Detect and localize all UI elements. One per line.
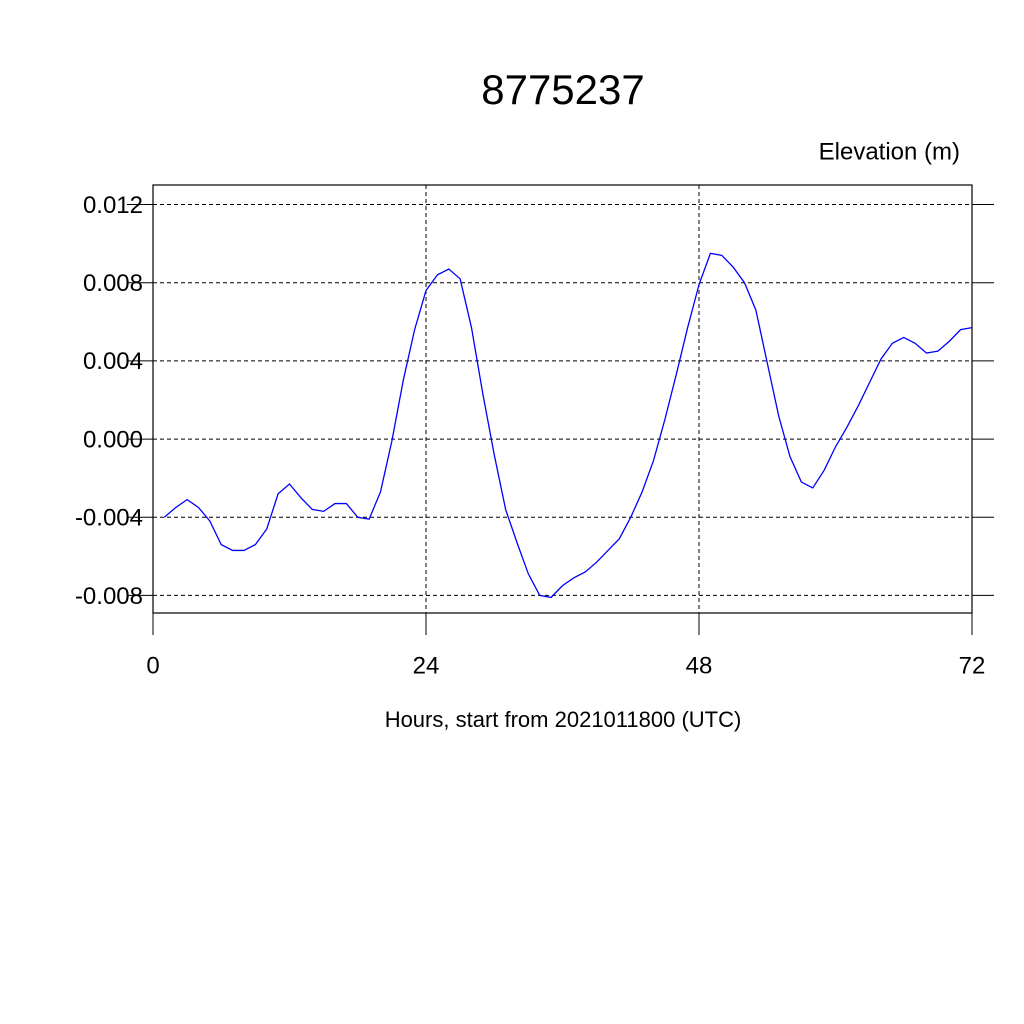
chart-subtitle: Elevation (m) bbox=[819, 138, 960, 165]
y-tick-label: 0.008 bbox=[83, 270, 143, 297]
x-tick-label: 24 bbox=[413, 652, 440, 679]
x-tick-label: 48 bbox=[686, 652, 713, 679]
y-tick-label: -0.008 bbox=[75, 583, 143, 610]
x-tick-label: 0 bbox=[146, 652, 159, 679]
y-tick-label: 0.012 bbox=[83, 192, 143, 219]
x-tick-label: 72 bbox=[959, 652, 986, 679]
y-tick-label: 0.004 bbox=[83, 348, 143, 375]
plot-frame bbox=[152, 184, 973, 614]
y-tick-label: -0.004 bbox=[75, 505, 143, 532]
data-line bbox=[163, 252, 973, 599]
chart-title: 8775237 bbox=[481, 66, 645, 113]
x-axis-label: Hours, start from 2021011800 (UTC) bbox=[385, 707, 742, 732]
y-tick-label: 0.000 bbox=[83, 426, 143, 453]
